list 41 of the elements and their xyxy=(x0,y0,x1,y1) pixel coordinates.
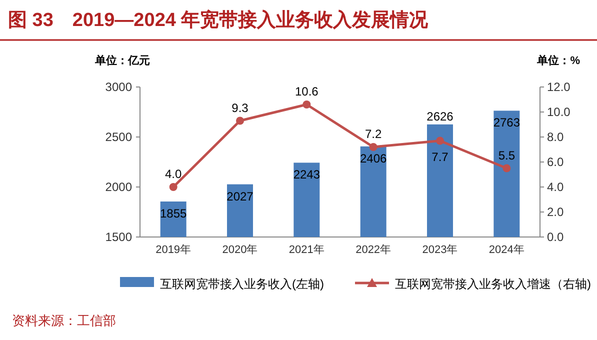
y2-tick-label: 0.0 xyxy=(547,230,564,244)
data-label: 2626 xyxy=(426,109,454,124)
y-tick-label: 2500 xyxy=(105,130,132,144)
point xyxy=(436,136,444,145)
data-label: 2243 xyxy=(293,168,320,182)
y-tick-label: 2000 xyxy=(105,180,132,194)
text: 资料来源：工信部 xyxy=(12,313,116,328)
legend-label: 互联网宽带接入业务收入(左轴) xyxy=(160,277,324,291)
x-tick-label: 2024年 xyxy=(488,244,524,256)
y2-tick-label: 8.0 xyxy=(547,130,564,144)
y-tick-label: 3000 xyxy=(105,80,132,94)
data-label: 10.6 xyxy=(294,84,319,98)
data-label: 9.3 xyxy=(232,100,249,115)
x-tick-label: 2021年 xyxy=(288,244,324,256)
data-label: 7.2 xyxy=(364,127,382,141)
chart-title: 图 33 2019—2024 年宽带接入业务收入发展情况 xyxy=(8,9,430,31)
y-tick-label: 1500 xyxy=(105,230,132,244)
y2-tick-label: 12.0 xyxy=(547,80,571,94)
x-tick-label: 2019年 xyxy=(156,244,192,256)
y2-tick-label: 10.0 xyxy=(547,105,571,119)
data-label: 2763 xyxy=(493,116,520,130)
data-label: 2406 xyxy=(360,151,388,166)
data-label: 7.7 xyxy=(432,150,449,164)
y2-tick-label: 2.0 xyxy=(547,205,564,219)
point xyxy=(236,116,244,125)
data-label: 4.0 xyxy=(164,167,182,181)
point xyxy=(302,100,311,108)
x-tick-label: 2022年 xyxy=(356,244,392,256)
y2-tick-label: 4.0 xyxy=(547,180,564,194)
x-tick-label: 2020年 xyxy=(222,244,258,256)
y2-tick-label: 6.0 xyxy=(547,155,564,169)
point xyxy=(502,164,511,172)
point xyxy=(169,183,178,191)
y2-axis-title: 单位：% xyxy=(536,54,580,67)
x-tick-label: 2023年 xyxy=(422,244,458,256)
legend-label: 互联网宽带接入业务收入增速（右轴) xyxy=(395,277,591,291)
y-axis-title: 单位：亿元 xyxy=(94,54,150,67)
data-label: 2027 xyxy=(226,189,254,204)
point xyxy=(369,143,378,151)
data-label: 5.5 xyxy=(498,148,516,162)
data-label: 1855 xyxy=(160,206,188,220)
